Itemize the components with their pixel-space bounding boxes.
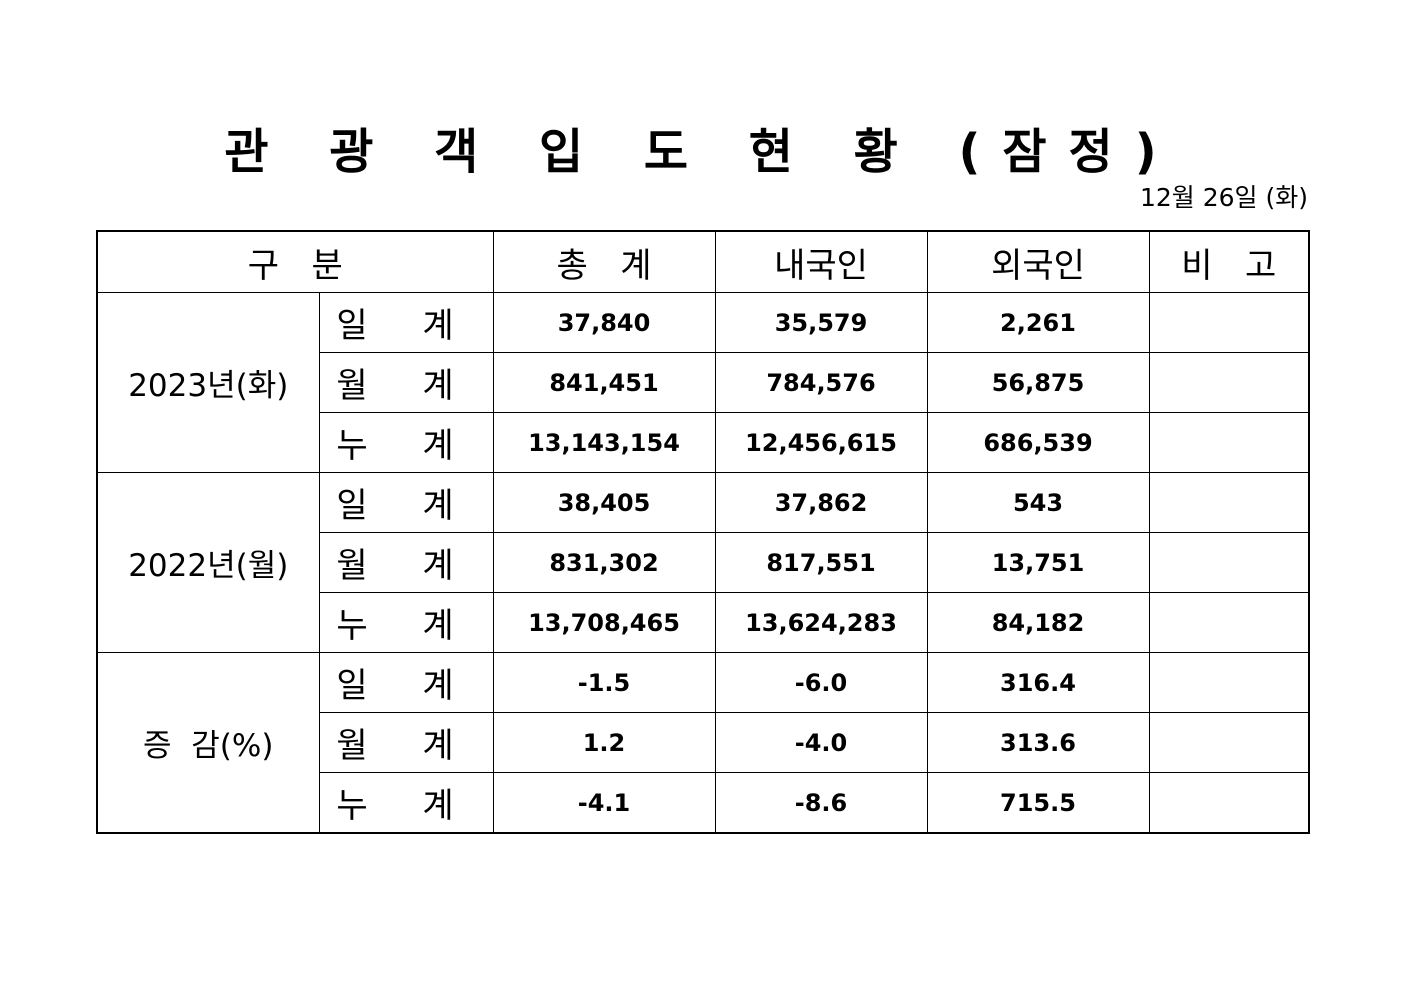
period-label: 월 계 [318,532,494,593]
domestic-cell: 35,579 [714,292,928,353]
group-label: 2023년(화) [96,292,320,473]
page-title: 관 광 객 입 도 현 황 (잠정) [224,124,1179,180]
total-cell: 13,708,465 [492,592,716,653]
report-date: 12월 26일 (화) [1139,183,1308,212]
table-row: 증 감(%) 일 계 -1.5 -6.0 316.4 [96,652,1310,834]
table-row: 누 계 -4.1 -8.6 715.5 [97,772,1310,834]
foreign-cell: 313.6 [926,712,1150,773]
header-foreign: 외국인 [926,230,1150,293]
foreign-cell: 13,751 [926,532,1150,593]
total-cell: 38,405 [492,472,716,533]
table-row: 2022년(월) 일 계 38,405 37,862 543 [96,472,1310,653]
table-row: 누 계 13,708,465 13,624,283 84,182 [97,592,1310,653]
tourist-arrivals-table: 구 분 총 계 내국인 외국인 비 고 2023년(화) 일 계 37,840 35,… [96,230,1310,834]
note-cell [1148,532,1310,593]
total-cell: -1.5 [492,652,716,713]
note-cell [1148,352,1310,413]
total-cell: 37,840 [492,292,716,353]
domestic-cell: 817,551 [714,532,928,593]
foreign-cell: 2,261 [926,292,1150,353]
header-note: 비 고 [1148,230,1310,293]
domestic-cell: 784,576 [714,352,928,413]
foreign-cell: 543 [926,472,1150,533]
domestic-cell: -8.6 [714,772,928,834]
table-row: 누 계 13,143,154 12,456,615 686,539 [97,412,1310,473]
note-cell [1148,472,1310,533]
table-row: 월 계 831,302 817,551 13,751 [97,532,1310,593]
foreign-cell: 715.5 [926,772,1150,834]
period-label: 월 계 [318,712,494,773]
foreign-cell: 316.4 [926,652,1150,713]
header-total: 총 계 [492,230,716,293]
group-label: 2022년(월) [96,472,320,653]
group-label: 증 감(%) [96,652,320,834]
period-label: 일 계 [318,652,494,713]
note-cell [1148,412,1310,473]
period-label: 일 계 [318,472,494,533]
domestic-cell: -4.0 [714,712,928,773]
note-cell [1148,712,1310,773]
domestic-cell: 12,456,615 [714,412,928,473]
total-cell: 1.2 [492,712,716,773]
foreign-cell: 56,875 [926,352,1150,413]
period-label: 누 계 [318,772,494,834]
total-cell: 831,302 [492,532,716,593]
total-cell: 13,143,154 [492,412,716,473]
header-row: 구 분 총 계 내국인 외국인 비 고 [96,230,1310,293]
table-row: 2023년(화) 일 계 37,840 35,579 2,261 [96,292,1310,473]
foreign-cell: 686,539 [926,412,1150,473]
domestic-cell: 37,862 [714,472,928,533]
table-row: 월 계 1.2 -4.0 313.6 [97,712,1310,773]
note-cell [1148,772,1310,834]
foreign-cell: 84,182 [926,592,1150,653]
header-domestic: 내국인 [714,230,928,293]
period-label: 누 계 [318,412,494,473]
period-label: 일 계 [318,292,494,353]
domestic-cell: 13,624,283 [714,592,928,653]
note-cell [1148,592,1310,653]
total-cell: 841,451 [492,352,716,413]
total-cell: -4.1 [492,772,716,834]
domestic-cell: -6.0 [714,652,928,713]
note-cell [1148,292,1310,353]
period-label: 누 계 [318,592,494,653]
period-label: 월 계 [318,352,494,413]
header-category: 구 분 [96,230,494,293]
note-cell [1148,652,1310,713]
